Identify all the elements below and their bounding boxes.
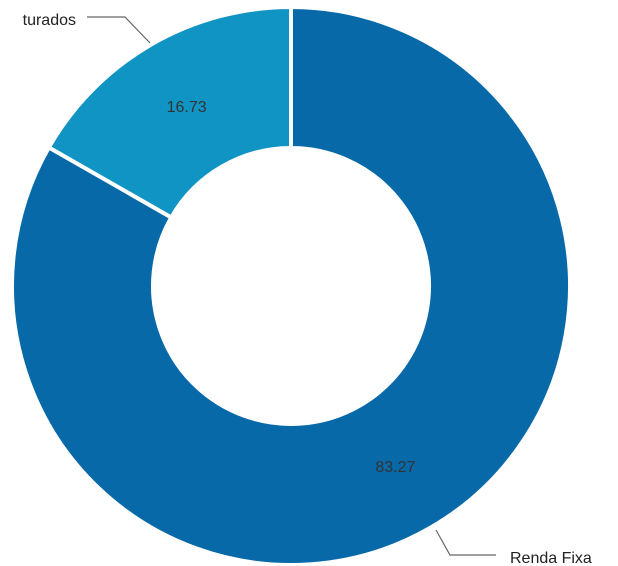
slice-turados bbox=[46, 5, 293, 220]
leader-line-renda-fixa bbox=[435, 529, 496, 556]
value-label-turados: 16.73 bbox=[167, 99, 207, 116]
leader-line-turados bbox=[87, 16, 151, 44]
value-label-renda-fixa: 83.27 bbox=[375, 459, 415, 476]
category-label-turados: turados bbox=[23, 12, 76, 29]
slice-renda-fixa bbox=[10, 5, 572, 566]
category-label-renda-fixa: Renda Fixa bbox=[510, 550, 592, 566]
